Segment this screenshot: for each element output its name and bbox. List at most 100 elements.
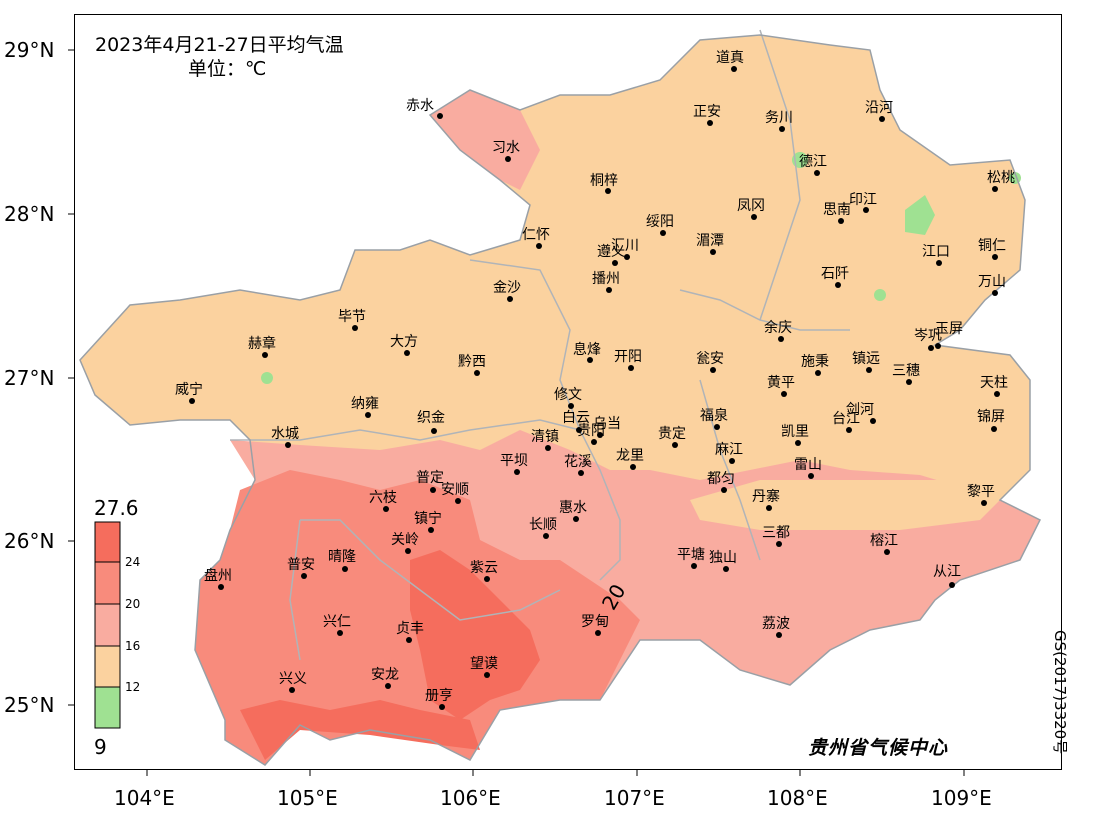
city-label: 湄潭 (696, 233, 724, 249)
city-dot (543, 533, 549, 539)
boundary-lines (230, 29, 850, 661)
city-label: 荔波 (762, 616, 790, 632)
lon-label-107: 107°E (604, 786, 665, 810)
city-label: 白云 (562, 410, 590, 426)
city-label: 施秉 (801, 354, 829, 370)
city-dot (605, 188, 611, 194)
city-label: 松桃 (987, 170, 1015, 186)
map-frame (74, 14, 1062, 770)
city-dot (474, 370, 480, 376)
city-dot (289, 687, 295, 693)
city-label: 铜仁 (978, 238, 1006, 254)
city-label: 天柱 (980, 375, 1008, 391)
city-dot (591, 439, 597, 445)
city-dot (405, 548, 411, 554)
city-dot (731, 66, 737, 72)
city-label: 修文 (554, 387, 582, 403)
city-dot (218, 584, 224, 590)
city-label: 江口 (922, 244, 950, 260)
city-dot (628, 365, 634, 371)
city-dot (721, 487, 727, 493)
city-dot (994, 391, 1000, 397)
lat-label-25: 25°N (4, 693, 55, 717)
zone-below-12-east (905, 195, 935, 235)
city-dot (597, 432, 603, 438)
city-dot (936, 260, 942, 266)
city-label: 紫云 (470, 560, 498, 576)
city-label: 贵阳 (577, 423, 605, 439)
city-dot (710, 367, 716, 373)
zone-below-12-dot (874, 289, 886, 301)
city-label: 思南 (823, 202, 851, 218)
map-unit: 单位：℃ (188, 58, 267, 80)
city-dot (776, 632, 782, 638)
city-dot (514, 469, 520, 475)
city-label: 六枝 (369, 490, 397, 506)
city-dot (779, 126, 785, 132)
city-dot (404, 350, 410, 356)
city-dot (484, 576, 490, 582)
city-dot (884, 549, 890, 555)
city-dot (545, 445, 551, 451)
zone-12-16-southeast (690, 480, 1000, 530)
city-dot (991, 426, 997, 432)
city-label: 赫章 (248, 336, 276, 352)
city-label: 剑河 (846, 402, 874, 418)
city-dot (430, 487, 436, 493)
city-dot (595, 630, 601, 636)
legend-colorbar (94, 521, 121, 729)
legend-break-12: 12 (125, 680, 141, 694)
city-dot (672, 442, 678, 448)
city-dot (437, 113, 443, 119)
lon-label-108: 108°E (767, 786, 828, 810)
city-dot (766, 505, 772, 511)
legend-max: 27.6 (94, 496, 139, 520)
city-label: 三穗 (892, 363, 920, 379)
city-label: 平塘 (677, 547, 705, 563)
city-dot (992, 186, 998, 192)
zone-above-24 (410, 550, 540, 720)
lat-label-27: 27°N (4, 366, 55, 390)
city-dot (808, 473, 814, 479)
city-dot (776, 541, 782, 547)
city-dot (660, 230, 666, 236)
legend-break-24: 24 (125, 555, 141, 569)
city-dot (778, 336, 784, 342)
city-dot (189, 398, 195, 404)
city-label: 岑巩 (914, 328, 942, 344)
city-dot (568, 403, 574, 409)
map-review-number: GS(2017)3320号 (1051, 630, 1069, 755)
city-dot (814, 170, 820, 176)
city-dot (714, 424, 720, 430)
lat-label-29: 29°N (4, 38, 55, 62)
city-dot (573, 516, 579, 522)
city-dot (906, 379, 912, 385)
city-label: 福泉 (700, 408, 728, 424)
city-label: 从江 (933, 564, 961, 580)
city-label: 盘州 (204, 568, 232, 584)
city-label: 织金 (417, 410, 445, 426)
city-label: 遵义 (597, 244, 625, 260)
city-label: 镇宁 (414, 511, 442, 527)
city-label: 册亨 (425, 688, 453, 704)
city-label: 水城 (271, 426, 299, 442)
city-label: 务川 (765, 110, 793, 126)
city-dot (383, 506, 389, 512)
city-label: 独山 (709, 550, 737, 566)
map-title: 2023年4月21-27日平均气温 (95, 34, 344, 56)
city-label: 榕江 (870, 533, 898, 549)
city-label: 正安 (693, 104, 721, 120)
city-label: 安龙 (371, 667, 399, 683)
lon-label-104: 104°E (114, 786, 175, 810)
city-dot (949, 582, 955, 588)
city-label: 兴义 (279, 671, 307, 687)
city-dot (484, 672, 490, 678)
city-dot (352, 325, 358, 331)
city-dot (723, 566, 729, 572)
city-label: 平坝 (500, 453, 528, 469)
city-label: 绥阳 (646, 214, 674, 230)
city-dot (866, 367, 872, 373)
city-label: 仁怀 (522, 227, 550, 243)
city-label: 黔西 (458, 354, 486, 370)
